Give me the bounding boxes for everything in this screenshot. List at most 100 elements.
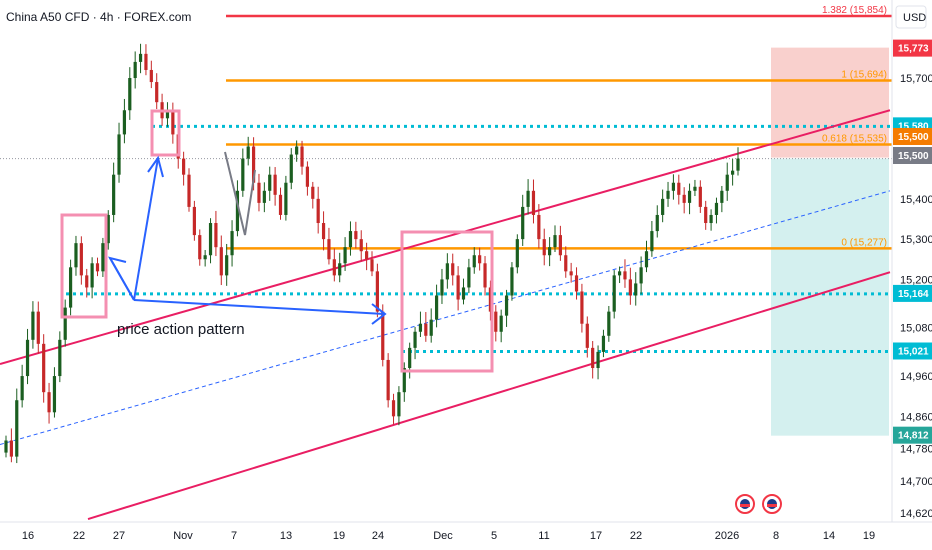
candle-body <box>418 323 423 332</box>
pattern-box-top[interactable] <box>150 109 181 157</box>
candle-body <box>68 267 73 308</box>
price-axis-ticks: 14,620 14,700 14,780 14,860 14,960 15,080 15,2… <box>900 73 932 520</box>
candle-body <box>251 146 256 183</box>
us-event-icon[interactable] <box>762 494 782 514</box>
price-tag-label: 15,021 <box>898 346 929 357</box>
time-tick-label: 22 <box>73 530 85 542</box>
candle-body <box>725 174 729 191</box>
candle-body <box>580 291 584 324</box>
candle-body <box>655 214 659 232</box>
pattern-sketch-line[interactable] <box>224 151 256 236</box>
candle-body <box>451 263 455 276</box>
price-tick-label: 14,780 <box>900 444 932 456</box>
candle-body <box>526 190 530 207</box>
candle-body <box>338 263 342 276</box>
candle-body <box>311 186 315 199</box>
symbol-title[interactable]: China A50 CFD · 4h · FOREX.com <box>6 10 191 24</box>
candle-body <box>628 279 632 296</box>
candle-body <box>79 243 83 276</box>
candle-body <box>709 214 713 224</box>
time-tick-label: 19 <box>863 530 875 542</box>
candle-body <box>483 263 487 288</box>
time-tick-label: 19 <box>333 530 345 542</box>
fib-level-label: 1.382 (15,854) <box>822 5 887 16</box>
candle-body <box>478 255 482 264</box>
candle-body <box>607 311 611 336</box>
candle-body <box>677 182 681 195</box>
candle-body <box>117 134 121 175</box>
price-tag-label: 15,164 <box>898 289 929 300</box>
candle-body <box>42 343 46 393</box>
candle-body <box>537 214 541 240</box>
annotation-arrows[interactable] <box>107 155 387 325</box>
candle-body <box>289 154 293 183</box>
candle-body <box>31 311 35 340</box>
price-axis[interactable] <box>892 0 932 550</box>
price-tick-label: 15,700 <box>900 73 932 85</box>
candle-body <box>499 315 503 332</box>
candle-body <box>122 110 127 135</box>
candle-body <box>440 279 444 296</box>
candle-body <box>413 331 417 348</box>
candle-body <box>666 190 670 199</box>
candle-body <box>370 259 374 272</box>
candle-body <box>542 239 546 256</box>
channel-lower-line[interactable] <box>87 271 891 520</box>
price-tick-label: 15,080 <box>900 323 932 335</box>
fibonacci-extension[interactable]: 1.382 (15,854) 1 (15,694) 0.618 (15,535) 0 … <box>226 5 892 250</box>
candle-body <box>203 255 207 260</box>
candle-body <box>408 347 412 369</box>
price-channel[interactable] <box>0 109 891 520</box>
candle-body <box>494 311 498 332</box>
us-event-icon[interactable] <box>735 494 755 514</box>
candle-body <box>90 263 94 288</box>
channel-mid-line[interactable] <box>0 190 891 446</box>
candle-body <box>687 190 692 203</box>
candle-body <box>720 190 724 203</box>
take-profit-zone[interactable] <box>771 158 889 436</box>
candle-body <box>623 271 627 280</box>
price-tick-label: 15,300 <box>900 234 932 246</box>
support-resistance-lines[interactable] <box>66 124 892 353</box>
currency-button[interactable] <box>895 5 927 29</box>
price-tag-box <box>893 147 932 164</box>
candle-body <box>704 206 708 224</box>
candle-body <box>359 239 363 252</box>
time-tick-label: 22 <box>630 530 642 542</box>
candle-body <box>375 271 379 312</box>
candle-body <box>208 223 213 256</box>
fib-level-label: 0.618 (15,535) <box>822 133 887 144</box>
candle-body <box>365 251 369 260</box>
time-tick-label: 24 <box>372 530 384 542</box>
candle-body <box>225 255 229 276</box>
candle-body <box>510 267 514 296</box>
price-tag-label: 15,773 <box>898 44 929 55</box>
candle-body <box>467 267 471 288</box>
candle-body <box>429 319 433 336</box>
price-tag-box <box>893 426 932 444</box>
price-tag-label: 15,500 <box>898 151 929 162</box>
candle-body <box>219 247 223 276</box>
time-tick-label: 13 <box>280 530 292 542</box>
time-tick-label: Dec <box>433 530 453 542</box>
candle-body <box>434 295 439 320</box>
price-tag-box <box>893 39 932 57</box>
candle-body <box>601 335 606 352</box>
candle-body <box>63 307 67 340</box>
candle-body <box>305 166 310 187</box>
candle-body <box>106 214 110 244</box>
pattern-box-left[interactable] <box>60 213 108 319</box>
candle-body <box>348 231 353 248</box>
price-tick-label: 15,200 <box>900 274 932 286</box>
candle-body <box>36 311 40 344</box>
candle-body <box>381 311 385 360</box>
candle-body <box>553 235 557 248</box>
candle-body <box>74 243 78 268</box>
candle-body <box>321 223 326 240</box>
candle-body <box>639 267 643 284</box>
candle-body <box>278 194 283 215</box>
channel-upper-line[interactable] <box>0 109 891 365</box>
pattern-box-middle[interactable] <box>400 230 494 373</box>
time-axis-ticks[interactable]: 16 22 27 Nov 7 13 19 24 Dec 5 11 17 22 2026 8 14 19 <box>22 530 875 542</box>
